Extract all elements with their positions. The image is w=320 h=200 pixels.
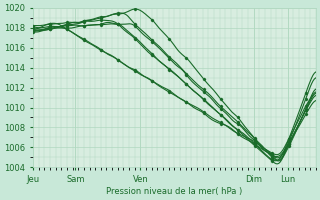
X-axis label: Pression niveau de la mer( hPa ): Pression niveau de la mer( hPa ) (106, 187, 243, 196)
